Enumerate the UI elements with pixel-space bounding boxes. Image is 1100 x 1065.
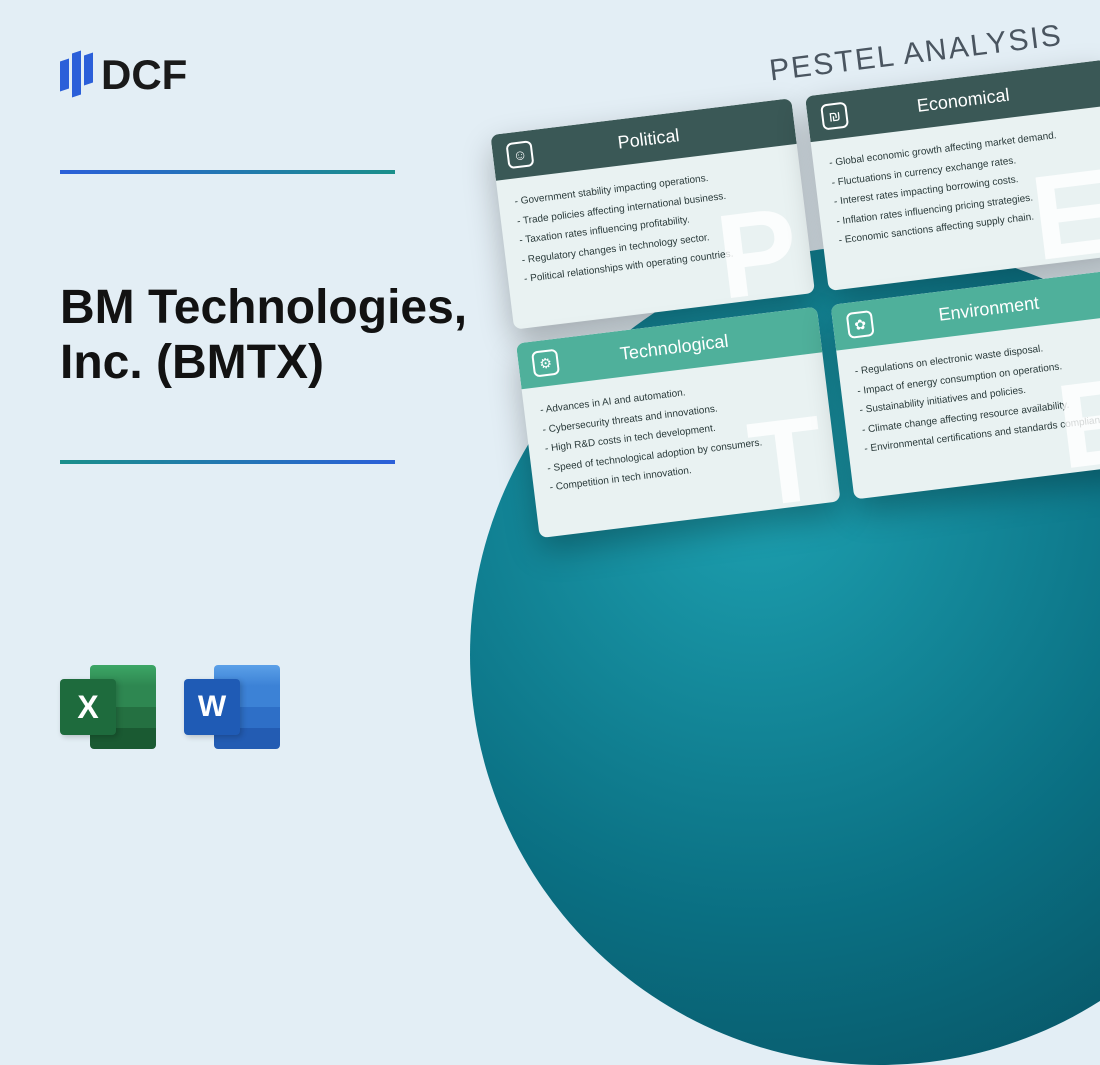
card-items: Advances in AI and automation.Cybersecur… (539, 368, 820, 498)
analysis-cards-grid: ☺PoliticalGovernment stability impacting… (490, 60, 1100, 539)
divider-bottom (60, 460, 395, 464)
logo-mark (60, 50, 93, 100)
card-icon: ✿ (846, 310, 875, 339)
card-icon: ₪ (820, 102, 849, 131)
analysis-card-environment: ✿EnvironmentRegulations on electronic wa… (831, 268, 1100, 499)
page-title: BM Technologies, Inc. (BMTX) (60, 280, 500, 390)
card-icon: ☺ (505, 140, 534, 169)
divider-top (60, 170, 395, 174)
card-items: Regulations on electronic waste disposal… (854, 329, 1100, 459)
page: DCF BM Technologies, Inc. (BMTX) X W PES… (0, 0, 1100, 805)
app-icons-row: X W (60, 659, 280, 755)
brand-name: DCF (101, 51, 187, 99)
analysis-card-economical: ₪EconomicalGlobal economic growth affect… (805, 60, 1100, 291)
word-letter: W (184, 679, 240, 735)
card-icon: ⚙ (531, 349, 560, 378)
word-icon: W (184, 659, 280, 755)
brand-logo: DCF (60, 50, 187, 100)
card-items: Global economic growth affecting market … (828, 121, 1100, 251)
card-items: Government stability impacting operation… (514, 160, 795, 290)
excel-letter: X (60, 679, 116, 735)
pestel-analysis: PESTEL ANALYSIS ☺PoliticalGovernment sta… (485, 14, 1100, 538)
analysis-card-technological: ⚙TechnologicalAdvances in AI and automat… (516, 307, 841, 538)
excel-icon: X (60, 659, 156, 755)
analysis-card-political: ☺PoliticalGovernment stability impacting… (490, 98, 815, 329)
